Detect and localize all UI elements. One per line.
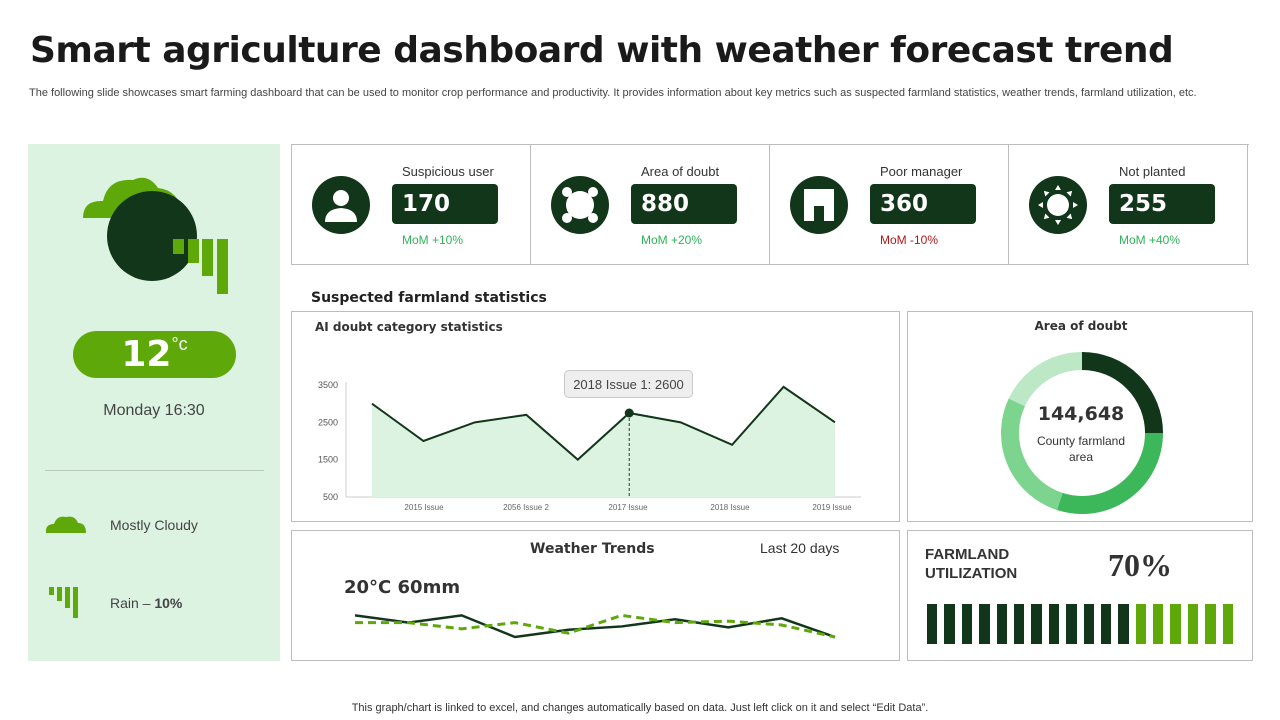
temperature-value: 12 (121, 334, 172, 375)
donut-slice (1081, 352, 1163, 434)
utilization-segment (979, 604, 990, 644)
donut-chart[interactable] (908, 312, 1254, 523)
series-line (371, 385, 836, 462)
kpi-mom: MoM +10% (402, 233, 464, 247)
temperature-unit: °c (171, 333, 188, 354)
x-tick-label: 2018 Issue (710, 503, 750, 512)
area-fill (372, 386, 835, 497)
weather-line-chart[interactable] (292, 531, 901, 662)
data-point (624, 408, 634, 418)
kpi-value: 255 (1109, 184, 1215, 224)
kpi-label: Suspicious user (402, 164, 494, 179)
area-chart[interactable]: 500 1500 2500 3500 2015 Issue 2056 Issue 2 201… (292, 312, 901, 523)
utilization-segment (927, 604, 938, 644)
y-tick-label: 1500 (318, 455, 338, 465)
utilization-segment (944, 604, 955, 644)
utilization-segment (1205, 604, 1216, 644)
utilization-segment (1187, 604, 1199, 644)
utilization-segment (1135, 604, 1147, 644)
dashed-trend-line (355, 613, 836, 639)
utilization-segment (1153, 604, 1164, 644)
utilization-segment (1013, 604, 1025, 644)
donut-slice (1001, 398, 1063, 511)
kpi-mom: MoM +40% (1119, 233, 1181, 247)
weather-trends-title: Weather Trends (530, 541, 655, 557)
farmland-utilization-card: FARMLAND UTILIZATION 70% (907, 530, 1253, 661)
utilization-segment (1118, 604, 1129, 644)
utilization-segment (1170, 604, 1181, 644)
utilization-label-1: FARMLAND (925, 546, 1010, 563)
rain-value: 10% (154, 595, 183, 611)
kpi-card-not-planted: Not planted 255 MoM +40% (1009, 145, 1248, 265)
donut-center-value: 144,648 (1037, 403, 1125, 425)
kpi-card-area-of-doubt: Area of doubt 880 MoM +20% (531, 145, 770, 265)
rain-label: Rain – (110, 595, 155, 611)
rain-icon (49, 587, 78, 618)
kpi-value: 170 (392, 184, 498, 224)
weather-panel: 12°c Monday 16:30 Mostly Cloudy Rain – 1… (28, 144, 280, 661)
donut-slice (1056, 432, 1163, 514)
utilization-segment (1083, 604, 1094, 644)
kpi-card-suspicious-user: Suspicious user 170 MoM +10% (292, 145, 531, 265)
kpi-label: Area of doubt (641, 164, 720, 179)
condition: Mostly Cloudy (110, 517, 198, 533)
utilization-segment (1100, 604, 1112, 644)
x-tick-label: 2017 Issue (608, 503, 648, 512)
weather-period: Last 20 days (760, 540, 840, 556)
area-of-doubt-card: Area of doubt 144,648 County farmland ar… (907, 311, 1253, 522)
section-title: Suspected farmland statistics (311, 290, 547, 306)
utilization-segment (996, 604, 1007, 644)
divider (45, 470, 264, 471)
donut-title: Area of doubt (1034, 319, 1128, 333)
footer-note: This graph/chart is linked to excel, and… (351, 702, 929, 714)
day-time: Monday 16:30 (103, 402, 205, 419)
x-tick-label: 2015 Issue (404, 503, 444, 512)
y-tick-label: 500 (323, 492, 338, 502)
weather-headline: 20°C 60mm (344, 577, 461, 598)
page-title: Smart agriculture dashboard with weather… (30, 30, 1174, 71)
user-icon (312, 176, 370, 234)
kpi-value: 880 (631, 184, 737, 224)
utilization-value: 70% (1108, 547, 1172, 583)
utilization-segment (1222, 604, 1234, 644)
donut-slice (1008, 352, 1083, 407)
kpi-row: Suspicious user 170 MoM +10% Area of dou… (291, 144, 1249, 265)
kpi-label: Not planted (1119, 164, 1186, 179)
kpi-label: Poor manager (880, 164, 963, 179)
page-subtitle: The following slide showcases smart farm… (29, 87, 1197, 99)
utilization-segment (1066, 604, 1077, 644)
kpi-card-poor-manager: Poor manager 360 MoM -10% (770, 145, 1009, 265)
y-tick-label: 3500 (318, 380, 338, 390)
chart-title: AI doubt category statistics (315, 320, 503, 334)
utilization-segment (1031, 604, 1042, 644)
store-icon (790, 176, 848, 234)
cloud-sun-rain-icon (83, 177, 228, 294)
utilization-segment (961, 604, 973, 644)
x-tick-label: 2019 Issue (812, 503, 852, 512)
kpi-value: 360 (870, 184, 976, 224)
kpi-mom: MoM +20% (641, 233, 703, 247)
utilization-bar (927, 604, 1234, 644)
ai-doubt-chart-card: AI doubt category statistics 2018 Issue … (291, 311, 900, 522)
utilization-segment (1048, 604, 1060, 644)
x-tick-label: 2056 Issue 2 (503, 503, 549, 512)
rain-chance: Rain – 10% (110, 595, 182, 611)
temperature-badge: 12°c (73, 331, 236, 378)
cloud-icon (45, 516, 86, 533)
donut-center-label: County farmland area (1036, 434, 1126, 464)
network-icon (551, 176, 609, 234)
utilization-label-2: UTILIZATION (925, 565, 1018, 582)
kpi-mom: MoM -10% (880, 233, 939, 247)
chart-tooltip: 2018 Issue 1: 2600 (564, 370, 693, 398)
y-tick-label: 2500 (318, 417, 338, 427)
sun-icon (1029, 176, 1087, 234)
weather-trends-card: Weather Trends Last 20 days 20°C 60mm (291, 530, 900, 661)
